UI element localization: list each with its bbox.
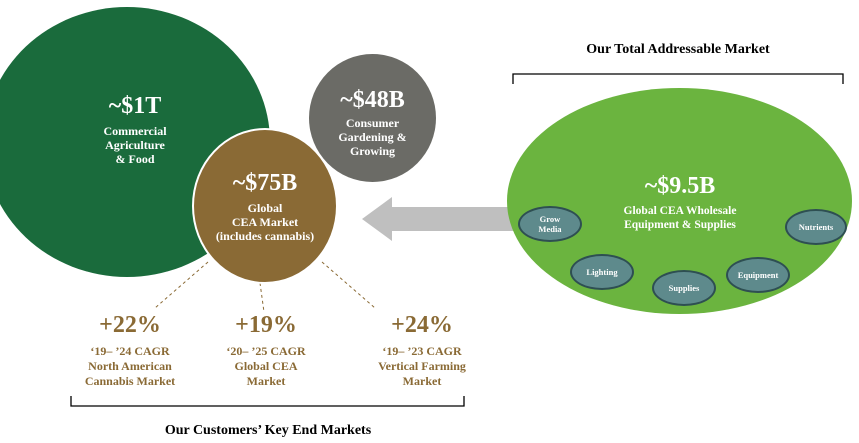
cagr-vertical-line3: Market bbox=[402, 374, 442, 388]
cagr-cea-line3: Market bbox=[246, 374, 286, 388]
cagr-vertical-line2: Vertical Farming bbox=[378, 359, 466, 373]
tam-text: ~$9.5B Global CEA Wholesale Equipment & … bbox=[590, 172, 770, 232]
segment-equipment: Equipment bbox=[726, 257, 790, 293]
cagr-cannabis-label: ‘19– ’24 CAGR North American Cannabis Ma… bbox=[55, 344, 205, 389]
agriculture-line1: Commercial bbox=[103, 124, 167, 138]
cagr-cannabis-line2: North American bbox=[88, 359, 172, 373]
segment-grow-media-line1: Grow bbox=[539, 214, 561, 224]
cagr-cannabis-line3: Cannabis Market bbox=[84, 374, 176, 388]
segment-nutrients-label: Nutrients bbox=[798, 222, 834, 232]
end-markets-brace bbox=[70, 396, 465, 407]
flow-arrow bbox=[362, 197, 514, 241]
segment-supplies: Supplies bbox=[652, 270, 716, 306]
cagr-cea-line1: ‘20– ’25 CAGR bbox=[226, 344, 306, 358]
tam-value: ~$9.5B bbox=[644, 173, 716, 199]
tam-heading: Our Total Addressable Market bbox=[586, 42, 770, 57]
cagr-vertical-label: ‘19– ’23 CAGR Vertical Farming Market bbox=[347, 344, 497, 389]
end-markets-heading: Our Customers’ Key End Markets bbox=[164, 423, 372, 438]
segment-nutrients: Nutrients bbox=[785, 209, 847, 245]
dashed-connector-right bbox=[321, 261, 376, 309]
cea-value: ~$75B bbox=[232, 170, 298, 196]
gardening-value: ~$48B bbox=[340, 87, 405, 113]
gardening-line1: Consumer bbox=[345, 116, 400, 130]
cea-line3: (includes cannabis) bbox=[215, 229, 315, 243]
gardening-line2: Gardening & bbox=[338, 130, 407, 144]
agriculture-value: ~$1T bbox=[108, 93, 162, 119]
segment-lighting: Lighting bbox=[570, 254, 634, 290]
cea-text: ~$75B Global CEA Market (includes cannab… bbox=[196, 169, 334, 243]
cagr-vertical-value: +24% bbox=[391, 312, 453, 338]
agriculture-line2: Agriculture bbox=[105, 138, 165, 152]
cea-line2: CEA Market bbox=[231, 215, 299, 229]
dashed-connector-middle bbox=[259, 282, 265, 313]
tam-brace bbox=[512, 73, 844, 84]
segment-grow-media-line2: Media bbox=[538, 224, 562, 234]
cagr-cea-value: +19% bbox=[235, 312, 297, 338]
cagr-vertical-line1: ‘19– ’23 CAGR bbox=[382, 344, 462, 358]
segment-grow-media: Grow Media bbox=[518, 206, 582, 242]
segment-supplies-label: Supplies bbox=[668, 283, 700, 293]
gardening-text: ~$48B Consumer Gardening & Growing bbox=[314, 86, 431, 158]
gardening-line3: Growing bbox=[349, 144, 396, 158]
tam-label-line2: Equipment & Supplies bbox=[624, 219, 736, 231]
cagr-cannabis-line1: ‘19– ’24 CAGR bbox=[90, 344, 170, 358]
gardening-circle bbox=[309, 54, 436, 182]
tam-label-line1: Global CEA Wholesale bbox=[623, 205, 737, 217]
agriculture-text: ~$1T Commercial Agriculture & Food bbox=[70, 92, 200, 166]
agriculture-line3: & Food bbox=[115, 152, 155, 166]
segment-equipment-label: Equipment bbox=[737, 270, 779, 280]
cagr-cea-label: ‘20– ’25 CAGR Global CEA Market bbox=[191, 344, 341, 389]
cagr-cea-line2: Global CEA bbox=[234, 359, 298, 373]
cea-circle bbox=[192, 128, 338, 284]
cagr-cannabis-value: +22% bbox=[99, 312, 161, 338]
segment-lighting-label: Lighting bbox=[586, 267, 618, 277]
cea-line1: Global bbox=[247, 201, 283, 215]
